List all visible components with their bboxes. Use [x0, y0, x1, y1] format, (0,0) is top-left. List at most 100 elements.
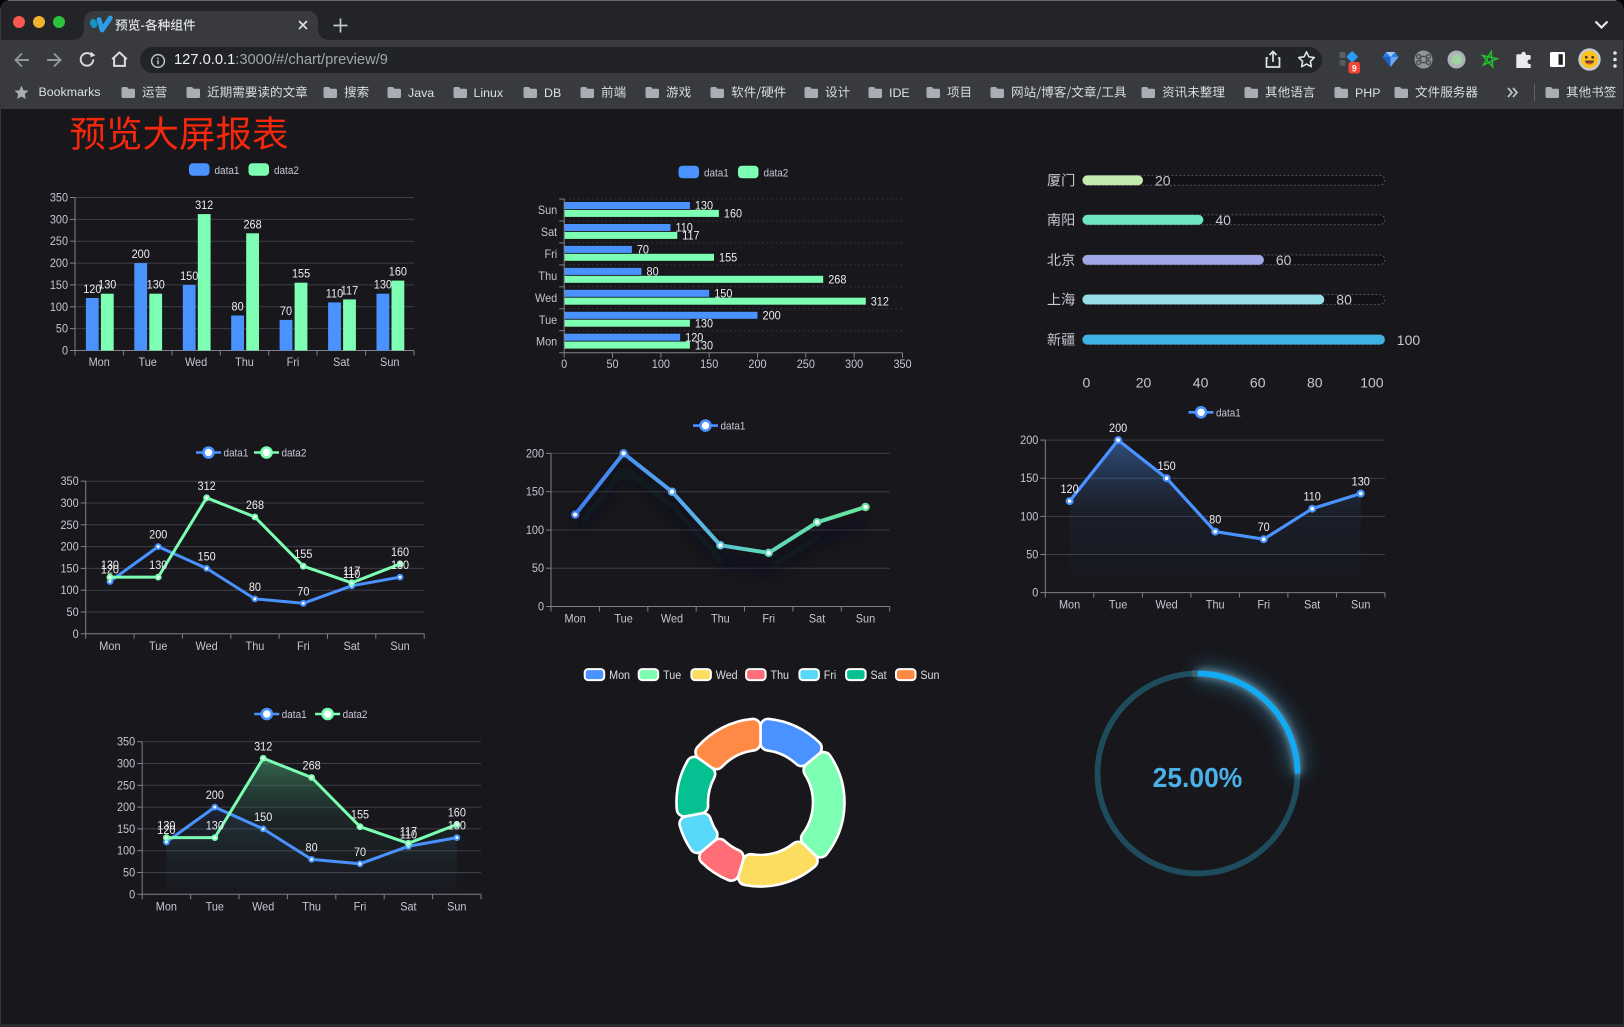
svg-text:Thu: Thu: [538, 269, 557, 283]
svg-text:150: 150: [700, 358, 719, 372]
svg-text:130: 130: [149, 558, 168, 572]
svg-text:120: 120: [157, 823, 176, 837]
svg-text:9: 9: [1352, 63, 1357, 73]
svg-text:Wed: Wed: [185, 355, 207, 369]
svg-text:70: 70: [637, 243, 650, 257]
svg-text:130: 130: [695, 339, 714, 353]
svg-text:Wed: Wed: [535, 291, 557, 305]
svg-text:268: 268: [828, 273, 846, 287]
svg-text:40: 40: [1193, 375, 1209, 391]
svg-text:70: 70: [354, 845, 367, 859]
svg-text:150: 150: [254, 810, 273, 824]
svg-text:80: 80: [232, 300, 245, 314]
svg-text:130: 130: [391, 558, 410, 572]
svg-text:100: 100: [1020, 510, 1039, 524]
svg-text:Mon: Mon: [1059, 598, 1080, 612]
svg-text:50: 50: [532, 562, 545, 576]
svg-text:155: 155: [294, 548, 312, 562]
svg-text:Tue: Tue: [614, 612, 632, 626]
svg-text:Fri: Fri: [354, 900, 367, 914]
svg-text:Sat: Sat: [343, 639, 360, 653]
svg-text:300: 300: [50, 213, 69, 227]
svg-text:117: 117: [341, 284, 358, 298]
svg-text:80: 80: [306, 841, 319, 855]
svg-text:160: 160: [448, 806, 467, 820]
svg-text:200: 200: [1109, 421, 1128, 435]
svg-text:0: 0: [1032, 586, 1039, 600]
svg-text:Sat: Sat: [1304, 598, 1321, 612]
svg-text:data2: data2: [282, 447, 307, 460]
svg-text:20: 20: [1155, 173, 1171, 189]
svg-text:130: 130: [147, 278, 166, 292]
svg-text:Sat: Sat: [809, 612, 826, 626]
svg-text:130: 130: [101, 558, 120, 572]
svg-text:70: 70: [297, 585, 310, 599]
svg-text:130: 130: [374, 278, 393, 292]
svg-text:Sat: Sat: [870, 669, 887, 682]
svg-text:130: 130: [695, 317, 714, 331]
svg-text:Thu: Thu: [235, 355, 254, 369]
svg-text:Sat: Sat: [400, 900, 417, 914]
svg-text:Thu: Thu: [711, 612, 730, 626]
svg-text:150: 150: [117, 822, 136, 836]
svg-text:300: 300: [845, 358, 864, 372]
svg-text:250: 250: [117, 779, 136, 793]
svg-text:Fri: Fri: [762, 612, 775, 626]
svg-text:Thu: Thu: [246, 639, 265, 653]
svg-text:Thu: Thu: [771, 669, 789, 682]
svg-text:200: 200: [206, 788, 225, 802]
svg-text:100: 100: [526, 523, 545, 537]
svg-text:268: 268: [243, 218, 261, 232]
svg-text:120: 120: [685, 331, 704, 345]
svg-text:Fri: Fri: [287, 355, 300, 369]
svg-text:155: 155: [719, 251, 737, 265]
svg-text:155: 155: [292, 267, 310, 281]
svg-text:data1: data1: [282, 708, 307, 721]
svg-text:100: 100: [117, 844, 136, 858]
svg-text:130: 130: [206, 819, 225, 833]
svg-text:data1: data1: [1216, 407, 1241, 420]
svg-text:70: 70: [280, 304, 293, 318]
svg-text:130: 130: [448, 819, 467, 833]
svg-text:0: 0: [73, 627, 80, 641]
svg-text:350: 350: [117, 735, 136, 749]
svg-text:Mon: Mon: [156, 900, 177, 914]
svg-text:80: 80: [1336, 292, 1352, 308]
svg-text:130: 130: [695, 199, 714, 213]
svg-text:0: 0: [561, 358, 568, 372]
svg-text:Sat: Sat: [541, 225, 558, 239]
svg-text:100: 100: [652, 358, 671, 372]
svg-text:Mon: Mon: [99, 639, 120, 653]
svg-text:200: 200: [526, 447, 545, 461]
svg-text:110: 110: [343, 567, 361, 581]
svg-text:312: 312: [198, 479, 216, 493]
svg-text:200: 200: [1020, 433, 1039, 447]
svg-text:60: 60: [1250, 375, 1266, 391]
svg-text:150: 150: [1158, 460, 1177, 474]
svg-text:110: 110: [326, 287, 344, 301]
svg-text:80: 80: [1209, 513, 1222, 527]
svg-text:Thu: Thu: [1206, 598, 1225, 612]
svg-text:117: 117: [343, 564, 360, 578]
svg-text:data1: data1: [215, 164, 240, 177]
svg-text:Sun: Sun: [390, 639, 409, 653]
svg-text:150: 150: [198, 550, 217, 564]
svg-text:130: 130: [157, 819, 176, 833]
svg-text:70: 70: [1258, 521, 1271, 535]
svg-text:150: 150: [526, 485, 545, 499]
svg-text:250: 250: [797, 358, 816, 372]
svg-text:80: 80: [647, 265, 660, 279]
svg-text:Wed: Wed: [252, 900, 274, 914]
svg-text:50: 50: [123, 866, 136, 880]
svg-text:120: 120: [83, 282, 102, 296]
svg-text:Wed: Wed: [196, 639, 218, 653]
svg-text:110: 110: [400, 828, 418, 842]
svg-text:150: 150: [714, 287, 733, 301]
svg-text:Fri: Fri: [545, 247, 558, 261]
svg-text:Fri: Fri: [297, 639, 310, 653]
svg-text:Sun: Sun: [447, 900, 466, 914]
svg-text:268: 268: [303, 759, 321, 773]
svg-text:Sat: Sat: [333, 355, 350, 369]
svg-text:300: 300: [60, 496, 79, 510]
svg-text:50: 50: [67, 605, 80, 619]
